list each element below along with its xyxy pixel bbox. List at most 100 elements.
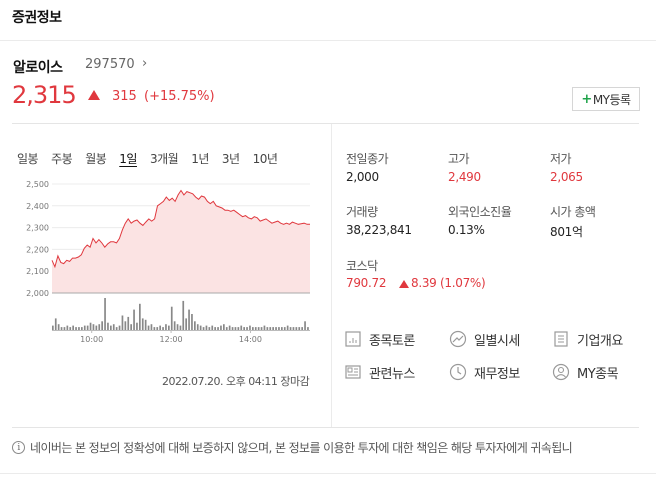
tab-period[interactable]: 3년 [221, 152, 240, 166]
y-tick-label: 2,500 [26, 180, 49, 189]
volume-bar [283, 327, 286, 330]
price-line [51, 189, 310, 269]
volume-bar [72, 325, 74, 330]
volume-bar [153, 327, 156, 330]
volume-bar [194, 321, 196, 330]
info-label: 외국인소진율 [448, 205, 512, 219]
volume-bar [69, 327, 72, 330]
volume-bar [307, 327, 309, 330]
stock-code[interactable]: 297570 [85, 57, 135, 72]
volume-bar [139, 303, 141, 330]
y-tick-label: 2,300 [26, 224, 49, 233]
volume-bar [211, 325, 214, 330]
volume-bar [243, 327, 245, 330]
disclaimer: i 네이버는 본 정보의 정확성에 대해 보증하지 않으며, 본 정보를 이용한… [12, 439, 573, 456]
price-change-percent: (+15.75%) [144, 89, 215, 104]
index-value: 790.72 [346, 276, 387, 290]
volume-bar [101, 321, 103, 330]
volume-bar [217, 327, 219, 330]
plus-icon: + [581, 91, 592, 107]
disclaimer-text: 네이버는 본 정보의 정확성에 대해 보증하지 않으며, 본 정보를 이용한 투… [30, 441, 573, 455]
volume-bar [115, 327, 118, 330]
volume-bar [234, 327, 237, 330]
volume-bar [57, 324, 60, 330]
info-value: 2,000 [346, 170, 379, 184]
x-tick-label: 14:00 [239, 335, 262, 344]
volume-bar [196, 324, 199, 330]
menu-item-label: MY종목 [577, 366, 619, 382]
volume-bar [225, 327, 228, 330]
tab-period[interactable]: 1일 [119, 152, 137, 166]
volume-bar [150, 324, 153, 330]
volume-bar [141, 318, 144, 330]
up-arrow-icon [399, 280, 409, 288]
tab-period[interactable]: 10년 [252, 152, 278, 166]
my-register-label: MY등록 [592, 92, 631, 107]
tab-period[interactable]: 월봉 [85, 152, 107, 166]
volume-bar [252, 327, 254, 330]
clock-icon [448, 362, 468, 382]
info-label: 시가 총액 [550, 205, 596, 219]
volume-bar [63, 327, 66, 330]
tab-period[interactable]: 3개월 [149, 152, 179, 166]
chevron-right-icon[interactable]: › [142, 56, 148, 71]
info-value: 2,490 [448, 170, 481, 184]
volume-bar [301, 327, 303, 330]
volume-bar [278, 327, 280, 330]
volume-bar [173, 321, 176, 330]
up-arrow-icon [88, 90, 100, 100]
info-value: 38,223,841 [346, 223, 412, 237]
volume-bar [214, 327, 216, 330]
chart-period-tabs: 일봉 주봉 월봉 1일 3개월 1년 3년 10년 [17, 150, 290, 167]
tab-period[interactable]: 1년 [191, 152, 209, 166]
volume-bar [133, 309, 135, 330]
my-register-button[interactable]: + MY등록 [572, 87, 640, 111]
volume-bar [118, 325, 121, 330]
volume-bar [231, 327, 234, 330]
menu-item[interactable]: 관련뉴스 [343, 362, 415, 382]
volume-bar [188, 309, 190, 330]
y-tick-label: 2,200 [26, 245, 49, 254]
info-value: 2,065 [550, 170, 583, 184]
index-change: 8.39 (1.07%) [411, 276, 486, 290]
volume-bar [275, 327, 277, 330]
volume-bar [208, 327, 211, 330]
volume-bar [110, 325, 112, 330]
menu-item-label: 관련뉴스 [369, 366, 415, 382]
y-tick-label: 2,000 [26, 289, 49, 298]
volume-bar [136, 322, 138, 330]
divider [0, 473, 656, 474]
volume-bar [237, 327, 240, 330]
menu-item[interactable]: 기업개요 [551, 329, 623, 349]
tab-period[interactable]: 주봉 [51, 152, 73, 166]
menu-item[interactable]: 재무정보 [448, 362, 520, 382]
volume-bar [168, 325, 170, 330]
menu-item[interactable]: MY종목 [551, 362, 619, 382]
volume-bar [124, 321, 127, 330]
volume-bar [191, 314, 193, 330]
volume-bar [162, 327, 164, 330]
menu-item[interactable]: 일별시세 [448, 329, 520, 349]
volume-bar [257, 327, 260, 330]
tab-period[interactable]: 일봉 [17, 152, 39, 166]
volume-bar [281, 327, 283, 330]
volume-bar [272, 327, 274, 330]
volume-bar [185, 318, 187, 330]
volume-bar [98, 324, 101, 330]
menu-item[interactable]: 종목토론 [343, 329, 415, 349]
volume-bar [263, 325, 266, 330]
panel-divider [331, 124, 332, 427]
volume-bar [89, 322, 92, 330]
volume-bar [52, 325, 54, 330]
volume-bar [95, 325, 98, 330]
stock-name[interactable]: 알로이스 [13, 60, 63, 76]
volume-bar [66, 325, 69, 330]
section-title: 증권정보 [12, 10, 62, 26]
volume-bar [304, 321, 306, 330]
volume-bar [104, 298, 106, 330]
volume-bar [81, 327, 83, 330]
volume-bar [182, 300, 185, 330]
volume-bar [266, 327, 269, 330]
info-label: 전일종가 [346, 152, 389, 166]
volume-bar [249, 325, 251, 330]
